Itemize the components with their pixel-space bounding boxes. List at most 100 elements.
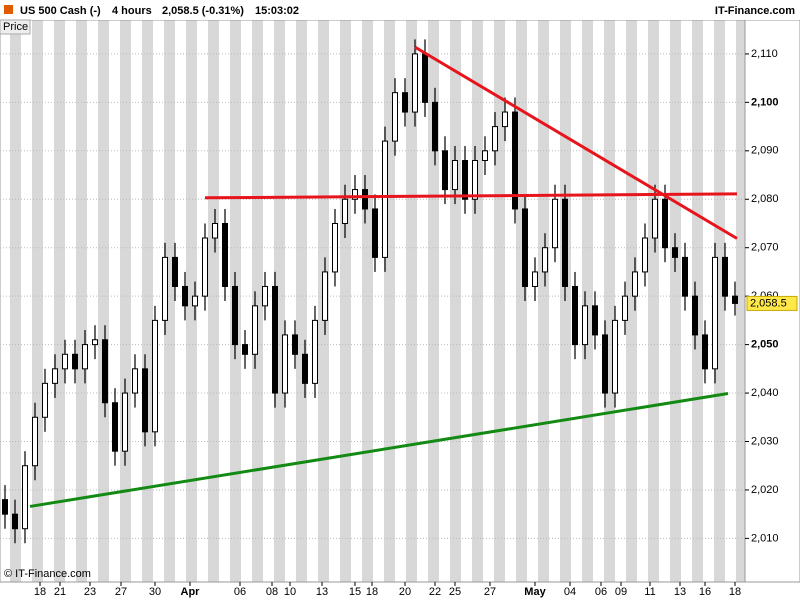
y-tick-label: 2,100 [751,96,779,108]
candle-body [432,101,438,152]
candle-body [532,271,538,287]
candle-body [12,513,18,530]
day-stripe [450,20,461,582]
x-tick-label: 18 [34,586,46,598]
day-stripe [54,20,65,582]
candle-body [502,111,508,128]
candle-body [712,256,718,370]
trend-line [29,392,729,508]
candle-body [52,368,58,384]
candle-body [312,319,318,384]
day-stripe [428,20,439,582]
day-stripe [274,20,285,582]
day-stripe [538,20,549,582]
candle-body [292,334,298,355]
candle-body [322,271,328,321]
x-tick-label: 06 [234,586,246,598]
x-tick-label: 16 [699,586,711,598]
candle-body [492,126,498,152]
x-tick-label: 27 [484,586,496,598]
panel-label: Price [3,21,28,33]
candle-body [582,305,588,346]
last-price-box [746,295,798,311]
candle-body [732,295,738,304]
trend-line [204,192,738,200]
candle-body [452,160,458,191]
day-stripe [186,20,197,582]
x-tick-label: 08 [266,586,278,598]
x-tick-label: 11 [644,586,655,598]
day-stripe [120,20,131,582]
x-tick-label: 13 [674,586,686,598]
y-tick-label: 2,030 [751,435,779,447]
x-tick-label: 09 [615,586,627,598]
day-stripe [296,20,307,582]
candle-body [42,382,48,418]
day-stripe [32,20,43,582]
y-tick-label: 2,090 [751,145,779,157]
x-tick-label: 30 [149,586,161,598]
candle-body [662,198,668,249]
x-tick-label: 20 [399,586,411,598]
candle-body [182,285,188,307]
candle-body [282,334,288,394]
candle-body [112,402,118,452]
candle-body [542,247,548,273]
copyright: © IT-Finance.com [4,568,91,580]
candle-body [222,222,228,287]
brand: IT-Finance.com [715,5,795,17]
day-stripe [494,20,505,582]
day-stripe [648,20,659,582]
candle-body [92,339,98,346]
day-stripe [384,20,395,582]
candle-body [132,368,138,394]
x-tick-label: Apr [181,586,201,598]
y-tick-label: 2,110 [751,48,778,60]
candle-body [592,305,598,336]
x-tick-label: 25 [449,586,461,598]
x-tick-label: 27 [115,586,127,598]
x-tick-label: 13 [316,586,328,598]
y-tick-label: 2,010 [751,532,779,544]
day-stripe [98,20,109,582]
trend-line [414,45,738,240]
candle-body [32,416,38,467]
candle-body [622,295,628,321]
candle-body [352,189,358,200]
candle-body [122,392,128,452]
x-tick-label: May [524,586,546,598]
candle-body [212,222,218,239]
x-tick-label: 10 [284,586,296,598]
candle-body [562,198,568,287]
x-tick-label: 18 [729,586,741,598]
panel-tab [0,19,31,35]
day-stripe [670,20,681,582]
y-tick-label: 2,050 [751,339,779,351]
day-stripe [76,20,87,582]
candle-body [202,237,208,297]
day-stripe [406,20,417,582]
quote: 2,058.5 (-0.31%) [162,5,244,17]
instrument: US 500 Cash (-) [20,5,101,17]
day-stripe [164,20,175,582]
candle-body [172,256,178,287]
day-stripe [604,20,615,582]
y-tick-label: 2,070 [751,242,779,254]
interval: 4 hours [112,5,152,17]
candle-body [232,285,238,346]
day-stripe [362,20,373,582]
candle-body [512,111,518,210]
candle-body [372,208,378,258]
candle-body [642,237,648,273]
candle-body [652,198,658,239]
day-stripe [142,20,153,582]
candle-body [362,189,368,210]
candle-body [152,319,158,433]
candle-body [482,150,488,162]
day-stripe [208,20,219,582]
x-tick-label: 15 [349,586,361,598]
x-tick-label: 22 [429,586,441,598]
candle-body [382,140,388,258]
y-tick-label: 2,080 [751,193,779,205]
candle-body [672,247,678,258]
